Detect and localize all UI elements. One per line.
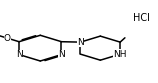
Text: HCl: HCl [133,13,150,23]
Text: O: O [4,34,11,43]
Text: N: N [58,50,65,59]
Text: N: N [16,50,22,59]
Text: N: N [77,38,84,47]
Text: NH: NH [113,50,127,59]
